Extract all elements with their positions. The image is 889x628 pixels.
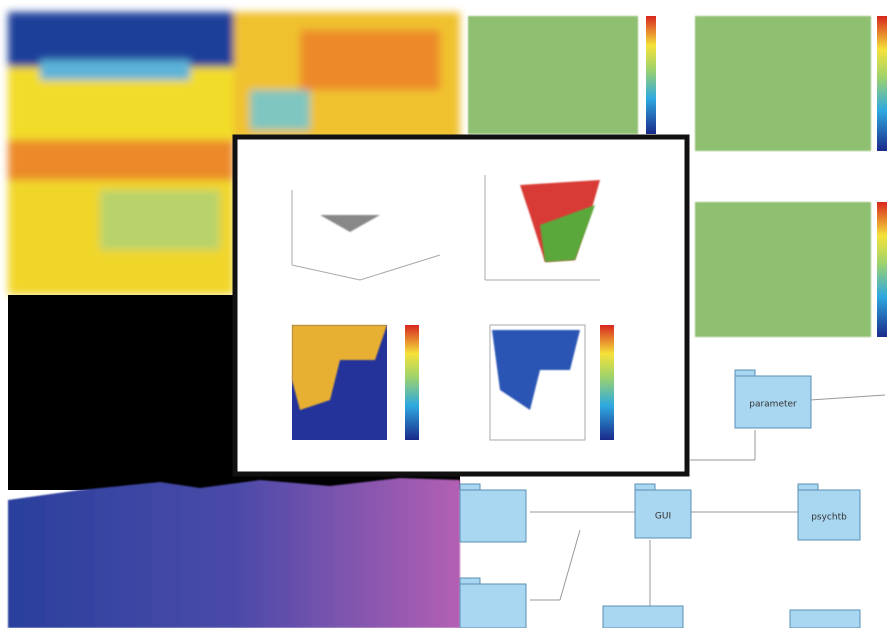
panorama xyxy=(8,478,460,628)
green-maps xyxy=(468,16,887,337)
node-label: parameter xyxy=(749,400,797,410)
node-label: GUI xyxy=(655,512,671,522)
diagram-boxes xyxy=(459,369,861,628)
diagram xyxy=(530,394,886,610)
node-label: psychtb xyxy=(811,513,847,523)
inset xyxy=(232,134,690,477)
heatmaps xyxy=(8,12,460,295)
